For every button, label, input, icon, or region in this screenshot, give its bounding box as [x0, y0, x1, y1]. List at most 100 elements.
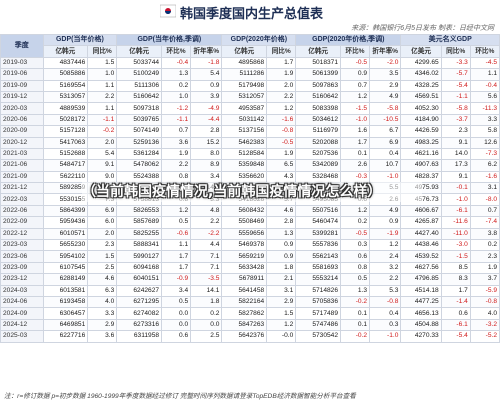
value-cell: 6013581: [42, 284, 89, 298]
value-cell: 12.6: [469, 136, 500, 149]
table-row: 2024-03 6013581 6.3 6242627 3.4 14.1 5641458 3.…: [0, 284, 500, 298]
value-cell: 5705836: [295, 295, 341, 309]
value-cell: 6288149: [42, 273, 89, 286]
value-cell: 0.1: [339, 307, 371, 320]
value-cell: 5954102: [42, 250, 89, 263]
value-cell: 5857689: [116, 216, 163, 229]
value-cell: 4.3: [266, 170, 297, 184]
value-cell: 1.2: [369, 239, 402, 252]
value-cell: 2.2: [190, 216, 223, 229]
quarter-cell: 2022-03: [0, 193, 44, 206]
value-cell: 6107545: [42, 261, 89, 275]
value-cell: 3.2: [369, 261, 402, 275]
quarter-cell: 2020-03: [0, 102, 44, 115]
value-cell: 9.0: [87, 170, 118, 184]
value-cell: 5085886: [42, 68, 89, 81]
value-cell: 5847263: [221, 318, 268, 332]
value-cell: 0.9: [339, 68, 371, 81]
value-cell: 2.2: [369, 273, 402, 286]
table-row: 2019-06 5085886 1.0 5100249 1.3 5.4 5111286 1.9…: [0, 68, 500, 81]
table-row: 2023-06 5954102 1.5 5990127 1.7 7.1 5659219 0.9…: [0, 250, 500, 263]
value-cell: 4.0: [87, 295, 118, 309]
value-cell: 6.5: [266, 159, 297, 172]
value-cell: -11.0: [440, 227, 471, 241]
value-cell: 5034612: [295, 113, 341, 127]
value-cell: 5633428: [221, 261, 268, 275]
value-cell: 5018371: [295, 56, 341, 70]
quarter-cell: 2022-06: [0, 204, 44, 218]
value-cell: 3.8: [469, 227, 500, 241]
column-header: 亿美元: [400, 45, 442, 58]
value-cell: 5469378: [221, 239, 268, 252]
value-cell: 8.9: [190, 159, 223, 172]
value-cell: 0.6: [161, 330, 192, 343]
value-cell: -0.8: [266, 125, 297, 138]
value-cell: 4895868: [221, 56, 268, 70]
gdp-table: 季度 GDP(当年价格) GDP(当年价格,季调) GDP(2020年价格) GDP(2…: [0, 33, 500, 343]
value-cell: 5826553: [116, 204, 163, 218]
value-cell: 0.2: [469, 239, 500, 252]
value-cell: 6.2: [469, 159, 500, 172]
value-cell: 5990127: [116, 250, 163, 263]
value-cell: -1.0: [369, 330, 402, 343]
value-cell: 5361284: [116, 147, 163, 161]
value-cell: 1.3: [339, 284, 371, 298]
column-header: 亿韩元: [42, 45, 89, 58]
value-cell: 5714826: [295, 284, 341, 298]
value-cell: 2.4: [369, 250, 402, 263]
value-cell: 5074149: [116, 125, 163, 138]
value-cell: 1.9: [161, 147, 192, 161]
source-note: 来源：韩国银行6月5日发布 制表：日经中文网: [351, 25, 494, 32]
value-cell: 5559656: [221, 227, 268, 241]
value-cell: 2.0: [266, 79, 297, 92]
value-cell: -5.4: [440, 79, 471, 92]
value-cell: -1.6: [266, 113, 297, 127]
value-cell: -7.3: [469, 147, 500, 161]
value-cell: 3.4: [190, 170, 223, 184]
value-cell: 4983.25: [400, 136, 442, 149]
value-cell: -5.8: [369, 102, 402, 115]
value-cell: 0.7: [469, 204, 500, 218]
value-cell: 6.9: [369, 136, 402, 149]
title-bar: 韩国季度国内生产总值表: [0, 0, 500, 22]
value-cell: 4569.51: [400, 90, 442, 104]
table-row: 2024-06 6193458 4.0 6271295 0.5 1.8 5822164 2.9…: [0, 295, 500, 309]
value-cell: -0.3: [339, 170, 371, 184]
value-cell: 1.2: [266, 102, 297, 115]
value-cell: -7.4: [469, 216, 500, 229]
value-cell: -5.4: [440, 330, 471, 343]
value-cell: -5.7: [440, 68, 471, 81]
column-header: 同比%: [440, 45, 471, 58]
value-cell: 5655230: [42, 239, 89, 252]
value-cell: 1.0: [87, 68, 118, 81]
value-cell: 3.3: [87, 307, 118, 320]
value-cell: 5888341: [116, 239, 163, 252]
value-cell: 5717489: [295, 307, 341, 320]
table-row: 2023-12 6288149 4.6 6040151 -0.9 -3.5 5678911 2…: [0, 273, 500, 286]
value-cell: 5642376: [221, 330, 268, 343]
value-cell: 0.5: [161, 216, 192, 229]
value-cell: -0.2: [87, 125, 118, 138]
value-cell: 5641458: [221, 284, 268, 298]
value-cell: 4052.30: [400, 102, 442, 115]
value-cell: 1.2: [266, 318, 297, 332]
value-cell: 0.0: [161, 307, 192, 320]
value-cell: 3.6: [161, 136, 192, 149]
value-cell: -10.5: [369, 113, 402, 127]
value-cell: 5417063: [42, 136, 89, 149]
table-row: 2019-09 5169554 1.1 5111306 0.2 0.9 5179498 2.0…: [0, 79, 500, 92]
column-header: 同比%: [87, 45, 118, 58]
value-cell: 1.7: [440, 284, 471, 298]
value-cell: 1.3: [161, 68, 192, 81]
page-title: 韩国季度国内生产总值表: [180, 7, 324, 22]
value-cell: 6.9: [87, 204, 118, 218]
value-cell: -8.0: [469, 193, 500, 206]
value-cell: -2.0: [369, 56, 402, 70]
value-cell: -0.2: [339, 295, 371, 309]
value-cell: 5061399: [295, 68, 341, 81]
value-cell: 7.1: [190, 250, 223, 263]
value-cell: -1.0: [339, 113, 371, 127]
value-cell: -4.9: [190, 102, 223, 115]
value-cell: 5508469: [221, 216, 268, 229]
value-cell: 0.6: [339, 250, 371, 263]
